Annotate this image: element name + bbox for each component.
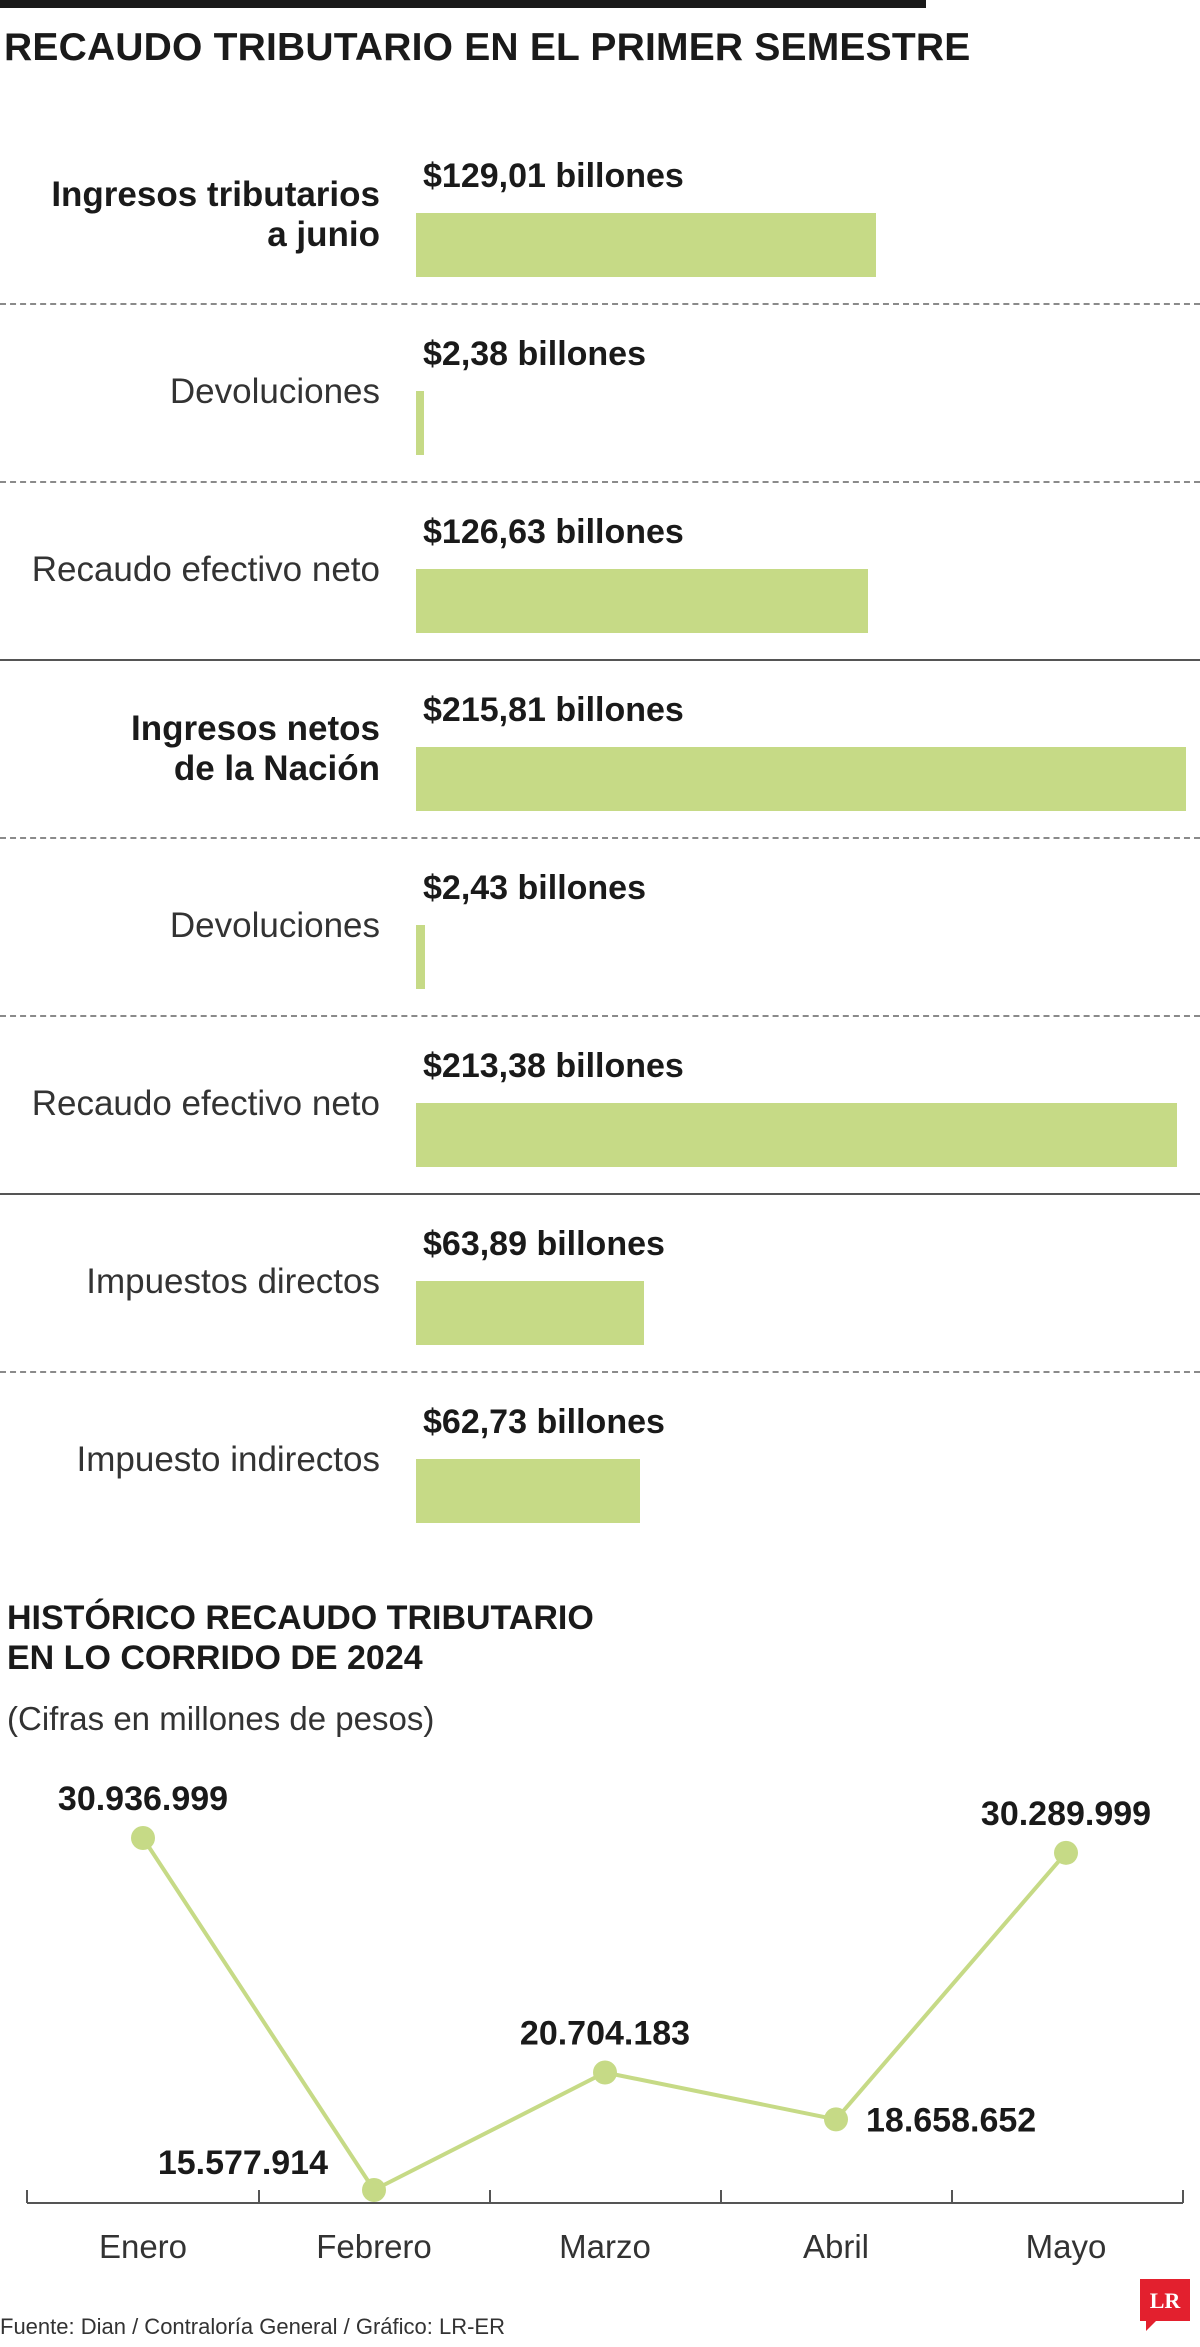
bar xyxy=(416,213,877,277)
x-tick-label: Febrero xyxy=(316,2228,432,2265)
bar xyxy=(416,1281,644,1345)
data-point xyxy=(1054,1840,1078,1865)
bar-row: Impuestos directos $63,89 billones xyxy=(0,1195,1200,1373)
data-point xyxy=(593,2060,617,2085)
bar-label: Devoluciones xyxy=(169,372,380,411)
page-title: RECAUDO TRIBUTARIO EN EL PRIMER SEMESTRE xyxy=(4,26,971,69)
row-separator xyxy=(0,1193,1200,1195)
data-point xyxy=(824,2107,848,2132)
line-chart-title: HISTÓRICO RECAUDO TRIBUTARIO EN LO CORRI… xyxy=(7,1599,594,1677)
top-rule xyxy=(0,0,926,8)
data-label: 18.658.652 xyxy=(866,2101,1036,2139)
bar-value-label: $126,63 billones xyxy=(423,513,684,551)
bar-value-label: $62,73 billones xyxy=(423,1403,665,1441)
lr-logo-text: LR xyxy=(1150,2288,1182,2313)
bar-label: Recaudo efectivo neto xyxy=(31,1084,380,1123)
bar-label: Recaudo efectivo neto xyxy=(31,550,380,589)
row-separator xyxy=(0,1371,1200,1373)
bar xyxy=(416,1103,1178,1167)
bar-value-label: $213,38 billones xyxy=(423,1047,684,1085)
data-label: 15.577.914 xyxy=(158,2144,328,2182)
bar-row: Recaudo efectivo neto $126,63 billones xyxy=(0,483,1200,661)
bar-label: Ingresos tributarios a junio xyxy=(51,175,380,254)
bar-row: Impuesto indirectos $62,73 billones xyxy=(0,1373,1200,1551)
x-tick-label: Abril xyxy=(803,2228,869,2265)
row-separator xyxy=(0,837,1200,839)
source-note: Fuente: Dian / Contraloría General / Grá… xyxy=(0,2314,505,2339)
data-label: 30.936.999 xyxy=(58,1780,228,1818)
data-label: 30.289.999 xyxy=(981,1795,1151,1833)
row-separator xyxy=(0,481,1200,483)
data-point xyxy=(362,2178,386,2202)
bar-row: Recaudo efectivo neto $213,38 billones xyxy=(0,1017,1200,1195)
row-separator xyxy=(0,659,1200,661)
bar xyxy=(416,747,1186,811)
bar-value-label: $2,43 billones xyxy=(423,869,646,907)
x-tick-label: Enero xyxy=(99,2228,187,2265)
bar-row: Devoluciones $2,43 billones xyxy=(0,839,1200,1017)
bar-label: Devoluciones xyxy=(169,906,380,945)
x-tick-label: Marzo xyxy=(559,2228,651,2265)
data-point xyxy=(131,1826,155,1850)
bar xyxy=(416,569,868,633)
bar-value-label: $215,81 billones xyxy=(423,691,684,729)
bar-value-label: $129,01 billones xyxy=(423,157,684,195)
bar-label: Impuesto indirectos xyxy=(76,1440,380,1479)
bar xyxy=(416,925,425,989)
bar-value-label: $2,38 billones xyxy=(423,335,646,373)
row-separator xyxy=(0,303,1200,305)
bar-row: Ingresos netos de la Nación $215,81 billon… xyxy=(0,661,1200,839)
bar-label: Ingresos netos de la Nación xyxy=(131,709,380,788)
x-tick-label: Mayo xyxy=(1026,2228,1107,2265)
row-separator xyxy=(0,1015,1200,1017)
bar-row: Ingresos tributarios a junio $129,01 billo… xyxy=(0,127,1200,305)
bar xyxy=(416,391,425,455)
bar-row: Devoluciones $2,38 billones xyxy=(0,305,1200,483)
bar-label: Impuestos directos xyxy=(86,1262,380,1301)
lr-logo-icon: LR xyxy=(1140,2279,1190,2331)
line-chart-note: (Cifras en millones de pesos) xyxy=(7,1700,435,1737)
bar xyxy=(416,1459,640,1523)
data-label: 20.704.183 xyxy=(520,2015,690,2053)
bar-value-label: $63,89 billones xyxy=(423,1225,665,1263)
